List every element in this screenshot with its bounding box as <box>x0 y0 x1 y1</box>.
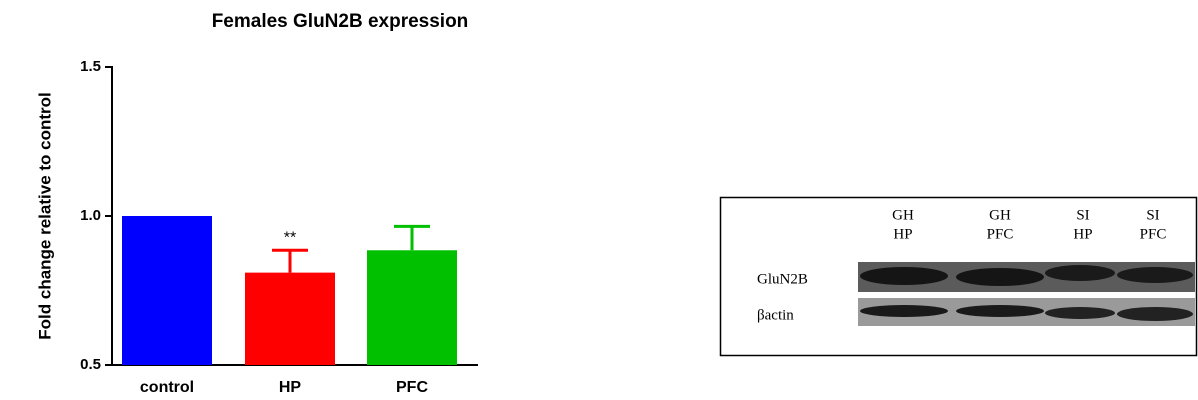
y-axis-label: Fold change relative to control <box>35 92 54 339</box>
bar <box>245 273 335 365</box>
x-tick-label: PFC <box>396 379 428 396</box>
bar <box>122 216 212 365</box>
blot-band <box>1045 265 1115 281</box>
blot-band <box>860 305 948 317</box>
blot-panel: GH HP GH PFC SI HP SI PFC GluN2B βactin <box>721 198 1197 356</box>
lane-label: SI <box>1146 207 1159 223</box>
blot-band <box>956 305 1044 317</box>
bar <box>367 250 457 365</box>
y-tick-label: 1.5 <box>80 58 101 75</box>
blot-band <box>1045 307 1115 319</box>
row-label: βactin <box>757 307 794 323</box>
y-tick-label: 1.0 <box>80 207 101 224</box>
blot-band <box>1117 267 1193 283</box>
lane-label: HP <box>1073 226 1092 242</box>
chart-title: Females GluN2B expression <box>212 11 469 32</box>
x-tick-label: control <box>140 379 194 396</box>
x-tick-label: HP <box>279 379 302 396</box>
blot-band <box>860 267 948 285</box>
row-label: GluN2B <box>757 271 808 287</box>
lane-label: GH <box>989 207 1011 223</box>
lane-label: HP <box>893 226 912 242</box>
lane-label: SI <box>1076 207 1089 223</box>
page: Females GluN2B expression Fold change re… <box>0 0 1198 400</box>
lane-label: PFC <box>987 226 1014 242</box>
lane-label: PFC <box>1140 226 1167 242</box>
lane-label: GH <box>892 207 914 223</box>
significance-label: ** <box>284 229 296 246</box>
blot-band <box>1117 307 1193 321</box>
y-tick-label: 0.5 <box>80 356 101 373</box>
blot-band <box>956 268 1044 286</box>
